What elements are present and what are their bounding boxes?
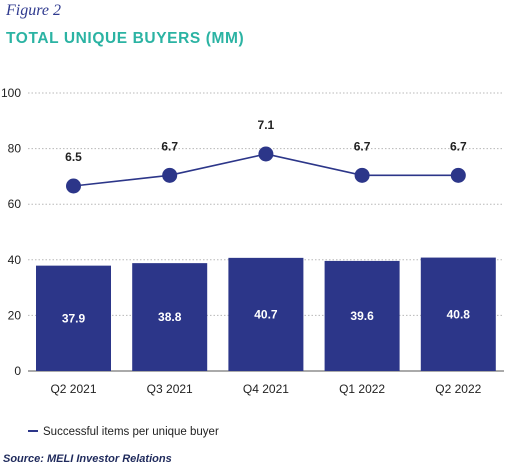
x-tick-label: Q1 2022 bbox=[339, 382, 385, 396]
x-tick-label: Q4 2021 bbox=[243, 382, 289, 396]
x-tick-label: Q2 2022 bbox=[435, 382, 481, 396]
line-value-label: 6.7 bbox=[450, 139, 467, 153]
y-tick-label: 100 bbox=[1, 86, 21, 100]
bar bbox=[324, 260, 400, 371]
bar-value-label: 37.9 bbox=[62, 311, 86, 325]
bar-value-label: 40.7 bbox=[254, 307, 278, 321]
y-tick-label: 80 bbox=[8, 142, 22, 156]
bar bbox=[228, 257, 304, 371]
y-tick-label: 0 bbox=[14, 364, 21, 378]
y-tick-label: 20 bbox=[8, 308, 22, 322]
line-marker bbox=[450, 167, 466, 183]
line-value-label: 6.7 bbox=[161, 139, 178, 153]
bar bbox=[420, 257, 496, 371]
line-marker bbox=[162, 167, 178, 183]
bar-value-label: 40.8 bbox=[447, 307, 471, 321]
x-tick-label: Q2 2021 bbox=[50, 382, 96, 396]
source-note: Source: MELI Investor Relations bbox=[3, 453, 172, 465]
line-marker bbox=[258, 146, 274, 162]
line-value-label: 6.5 bbox=[65, 150, 82, 164]
y-tick-label: 60 bbox=[8, 197, 22, 211]
bar-value-label: 38.8 bbox=[158, 310, 182, 324]
bar bbox=[132, 263, 208, 371]
line-value-label: 7.1 bbox=[258, 118, 275, 132]
x-tick-label: Q3 2021 bbox=[147, 382, 193, 396]
line-value-label: 6.7 bbox=[354, 139, 371, 153]
chart-title: TOTAL UNIQUE BUYERS (MM) bbox=[6, 30, 245, 47]
line-marker bbox=[354, 167, 370, 183]
figure-label: Figure 2 bbox=[6, 2, 61, 19]
bar-value-label: 39.6 bbox=[350, 309, 374, 323]
y-tick-label: 40 bbox=[8, 253, 22, 267]
legend-label: Successful items per unique buyer bbox=[43, 426, 219, 438]
line-marker bbox=[66, 178, 81, 194]
bar bbox=[36, 265, 111, 371]
